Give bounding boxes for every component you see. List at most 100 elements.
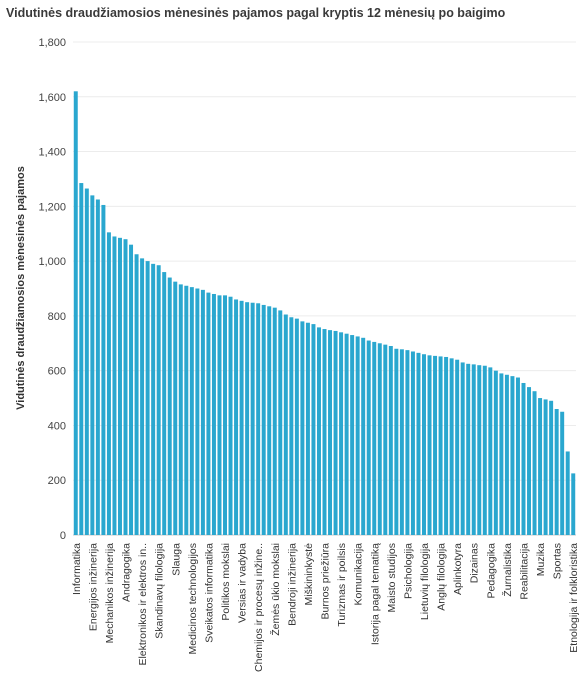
bar[interactable] xyxy=(79,183,84,536)
bar[interactable] xyxy=(311,324,316,535)
bar[interactable] xyxy=(145,261,150,535)
bar[interactable] xyxy=(350,335,355,535)
y-tick-label: 1,600 xyxy=(38,92,66,104)
bar[interactable] xyxy=(471,364,476,535)
bar[interactable] xyxy=(527,387,532,535)
x-tick-label: Miškininkystė xyxy=(303,543,315,606)
bar[interactable] xyxy=(549,400,554,535)
bar[interactable] xyxy=(178,284,183,535)
bar[interactable] xyxy=(316,327,321,535)
bar[interactable] xyxy=(510,376,515,535)
bar[interactable] xyxy=(294,318,299,535)
bar[interactable] xyxy=(84,188,89,535)
bar[interactable] xyxy=(184,285,189,535)
bar[interactable] xyxy=(206,292,211,535)
bar[interactable] xyxy=(73,91,78,536)
bar[interactable] xyxy=(300,321,305,535)
bar[interactable] xyxy=(333,330,338,535)
x-tick-label: Istorija pagal tematiką xyxy=(369,543,381,645)
bar[interactable] xyxy=(189,287,194,535)
bar[interactable] xyxy=(129,244,134,535)
bar[interactable] xyxy=(95,199,100,536)
bar[interactable] xyxy=(477,365,482,535)
bar[interactable] xyxy=(438,356,443,535)
bar[interactable] xyxy=(101,204,106,535)
y-tick-label: 0 xyxy=(60,530,66,542)
bar[interactable] xyxy=(488,367,493,535)
bar[interactable] xyxy=(167,277,172,535)
bar[interactable] xyxy=(217,295,222,535)
bar[interactable] xyxy=(151,263,156,535)
bar[interactable] xyxy=(515,377,520,535)
bar[interactable] xyxy=(239,300,244,535)
bar[interactable] xyxy=(532,391,537,535)
x-tick-label: Energijos inžinerija xyxy=(87,543,99,631)
bar[interactable] xyxy=(289,317,294,535)
bar[interactable] xyxy=(361,337,366,535)
bar[interactable] xyxy=(416,352,421,535)
bar[interactable] xyxy=(460,362,465,535)
bar[interactable] xyxy=(449,358,454,535)
bar[interactable] xyxy=(134,254,139,535)
bar[interactable] xyxy=(405,350,410,536)
bar[interactable] xyxy=(328,330,333,535)
x-tick-label: Mechanikos inžinerija xyxy=(104,543,116,644)
bar[interactable] xyxy=(250,302,255,535)
bar[interactable] xyxy=(538,398,543,535)
bar[interactable] xyxy=(256,303,261,535)
bar[interactable] xyxy=(427,355,432,535)
bar[interactable] xyxy=(90,195,95,535)
bar[interactable] xyxy=(433,355,438,535)
bar[interactable] xyxy=(554,409,559,535)
bar[interactable] xyxy=(112,236,117,535)
bar[interactable] xyxy=(372,341,377,535)
y-tick-label: 600 xyxy=(48,366,66,378)
bar[interactable] xyxy=(117,237,122,535)
bar[interactable] xyxy=(383,344,388,535)
bar[interactable] xyxy=(410,351,415,535)
bar[interactable] xyxy=(305,322,310,535)
bar[interactable] xyxy=(388,346,393,535)
x-tick-label: Andragogika xyxy=(121,543,133,602)
bar[interactable] xyxy=(482,365,487,535)
bar[interactable] xyxy=(156,265,161,535)
bar[interactable] xyxy=(422,354,426,535)
bar[interactable] xyxy=(504,374,509,535)
bar[interactable] xyxy=(234,299,239,535)
bar[interactable] xyxy=(223,295,227,535)
bar[interactable] xyxy=(211,293,216,535)
bar[interactable] xyxy=(565,451,570,535)
bar[interactable] xyxy=(267,306,272,535)
bar[interactable] xyxy=(543,399,548,535)
bar[interactable] xyxy=(344,333,349,535)
bar[interactable] xyxy=(560,411,565,535)
bar[interactable] xyxy=(571,473,576,536)
bar[interactable] xyxy=(106,232,111,535)
bar[interactable] xyxy=(278,310,283,535)
bar[interactable] xyxy=(173,281,178,535)
bar[interactable] xyxy=(272,307,277,535)
bar[interactable] xyxy=(339,332,344,535)
bar[interactable] xyxy=(399,349,404,535)
bar[interactable] xyxy=(521,382,526,535)
bar[interactable] xyxy=(245,302,250,535)
bar[interactable] xyxy=(283,314,288,535)
y-axis-ticks: 0 200 400 600 800 1,000 1,200 1,400 1,600 1,800 xyxy=(38,37,66,542)
bar[interactable] xyxy=(195,288,200,536)
bar[interactable] xyxy=(366,340,371,535)
bar[interactable] xyxy=(322,329,327,535)
bar[interactable] xyxy=(377,343,382,535)
bar[interactable] xyxy=(499,373,504,535)
bar[interactable] xyxy=(200,289,205,535)
bar[interactable] xyxy=(493,370,498,535)
bar[interactable] xyxy=(140,258,145,535)
bar[interactable] xyxy=(228,296,233,535)
bar[interactable] xyxy=(466,363,471,535)
bar[interactable] xyxy=(394,348,399,535)
bar[interactable] xyxy=(455,359,460,535)
bar[interactable] xyxy=(162,272,167,535)
bar[interactable] xyxy=(444,356,449,535)
bar[interactable] xyxy=(123,239,128,535)
bar[interactable] xyxy=(261,304,266,535)
bar[interactable] xyxy=(355,336,360,535)
